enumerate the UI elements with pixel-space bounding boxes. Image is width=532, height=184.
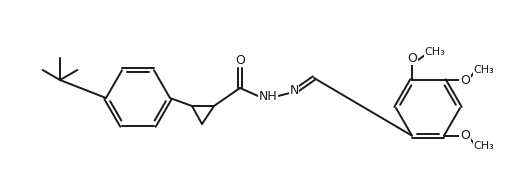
Text: O: O	[460, 129, 470, 142]
Text: NH: NH	[259, 89, 277, 102]
Text: CH₃: CH₃	[473, 65, 494, 75]
Text: O: O	[460, 74, 470, 87]
Text: CH₃: CH₃	[473, 141, 494, 151]
Text: N: N	[289, 84, 298, 98]
Text: CH₃: CH₃	[425, 47, 445, 57]
Text: O: O	[235, 54, 245, 66]
Text: O: O	[407, 52, 417, 65]
